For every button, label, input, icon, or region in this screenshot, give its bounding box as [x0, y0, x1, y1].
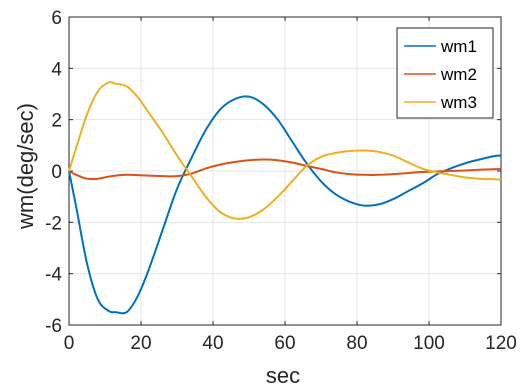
legend-entry-wm2: wm2	[404, 65, 477, 84]
ticks-layer: 0 20 40 60 80 100 120 -6 -4 -2 0 2 4 6	[45, 8, 517, 354]
y-tick-label: 4	[51, 59, 62, 80]
y-axis-label: wm(deg/sec)	[13, 103, 38, 230]
series-line-wm2	[68, 158, 502, 181]
x-tick-label: 0	[64, 333, 75, 354]
series-line-wm1	[68, 95, 502, 315]
x-axis-label: sec	[266, 363, 300, 388]
x-tick-label: 80	[346, 333, 367, 354]
series-layer	[68, 81, 502, 315]
series-line-wm3	[68, 81, 502, 220]
x-tick-label: 100	[413, 333, 445, 354]
legend: wm1 wm2 wm3	[396, 27, 494, 119]
x-tick-label: 20	[130, 333, 151, 354]
legend-entry-wm3: wm3	[404, 93, 477, 112]
x-tick-label: 120	[485, 333, 517, 354]
legend-label-wm2: wm2	[440, 65, 477, 84]
y-tick-label: -6	[45, 316, 62, 337]
legend-entry-wm1: wm1	[404, 37, 477, 56]
legend-label-wm1: wm1	[440, 37, 477, 56]
y-tick-label: -4	[45, 265, 62, 286]
legend-box	[396, 27, 494, 119]
y-tick-label: -2	[45, 213, 62, 234]
y-tick-label: 6	[51, 8, 62, 29]
y-tick-label: 2	[51, 111, 62, 132]
y-tick-label: 0	[51, 162, 62, 183]
x-tick-label: 40	[202, 333, 223, 354]
x-tick-label: 60	[274, 333, 295, 354]
legend-label-wm3: wm3	[440, 93, 477, 112]
